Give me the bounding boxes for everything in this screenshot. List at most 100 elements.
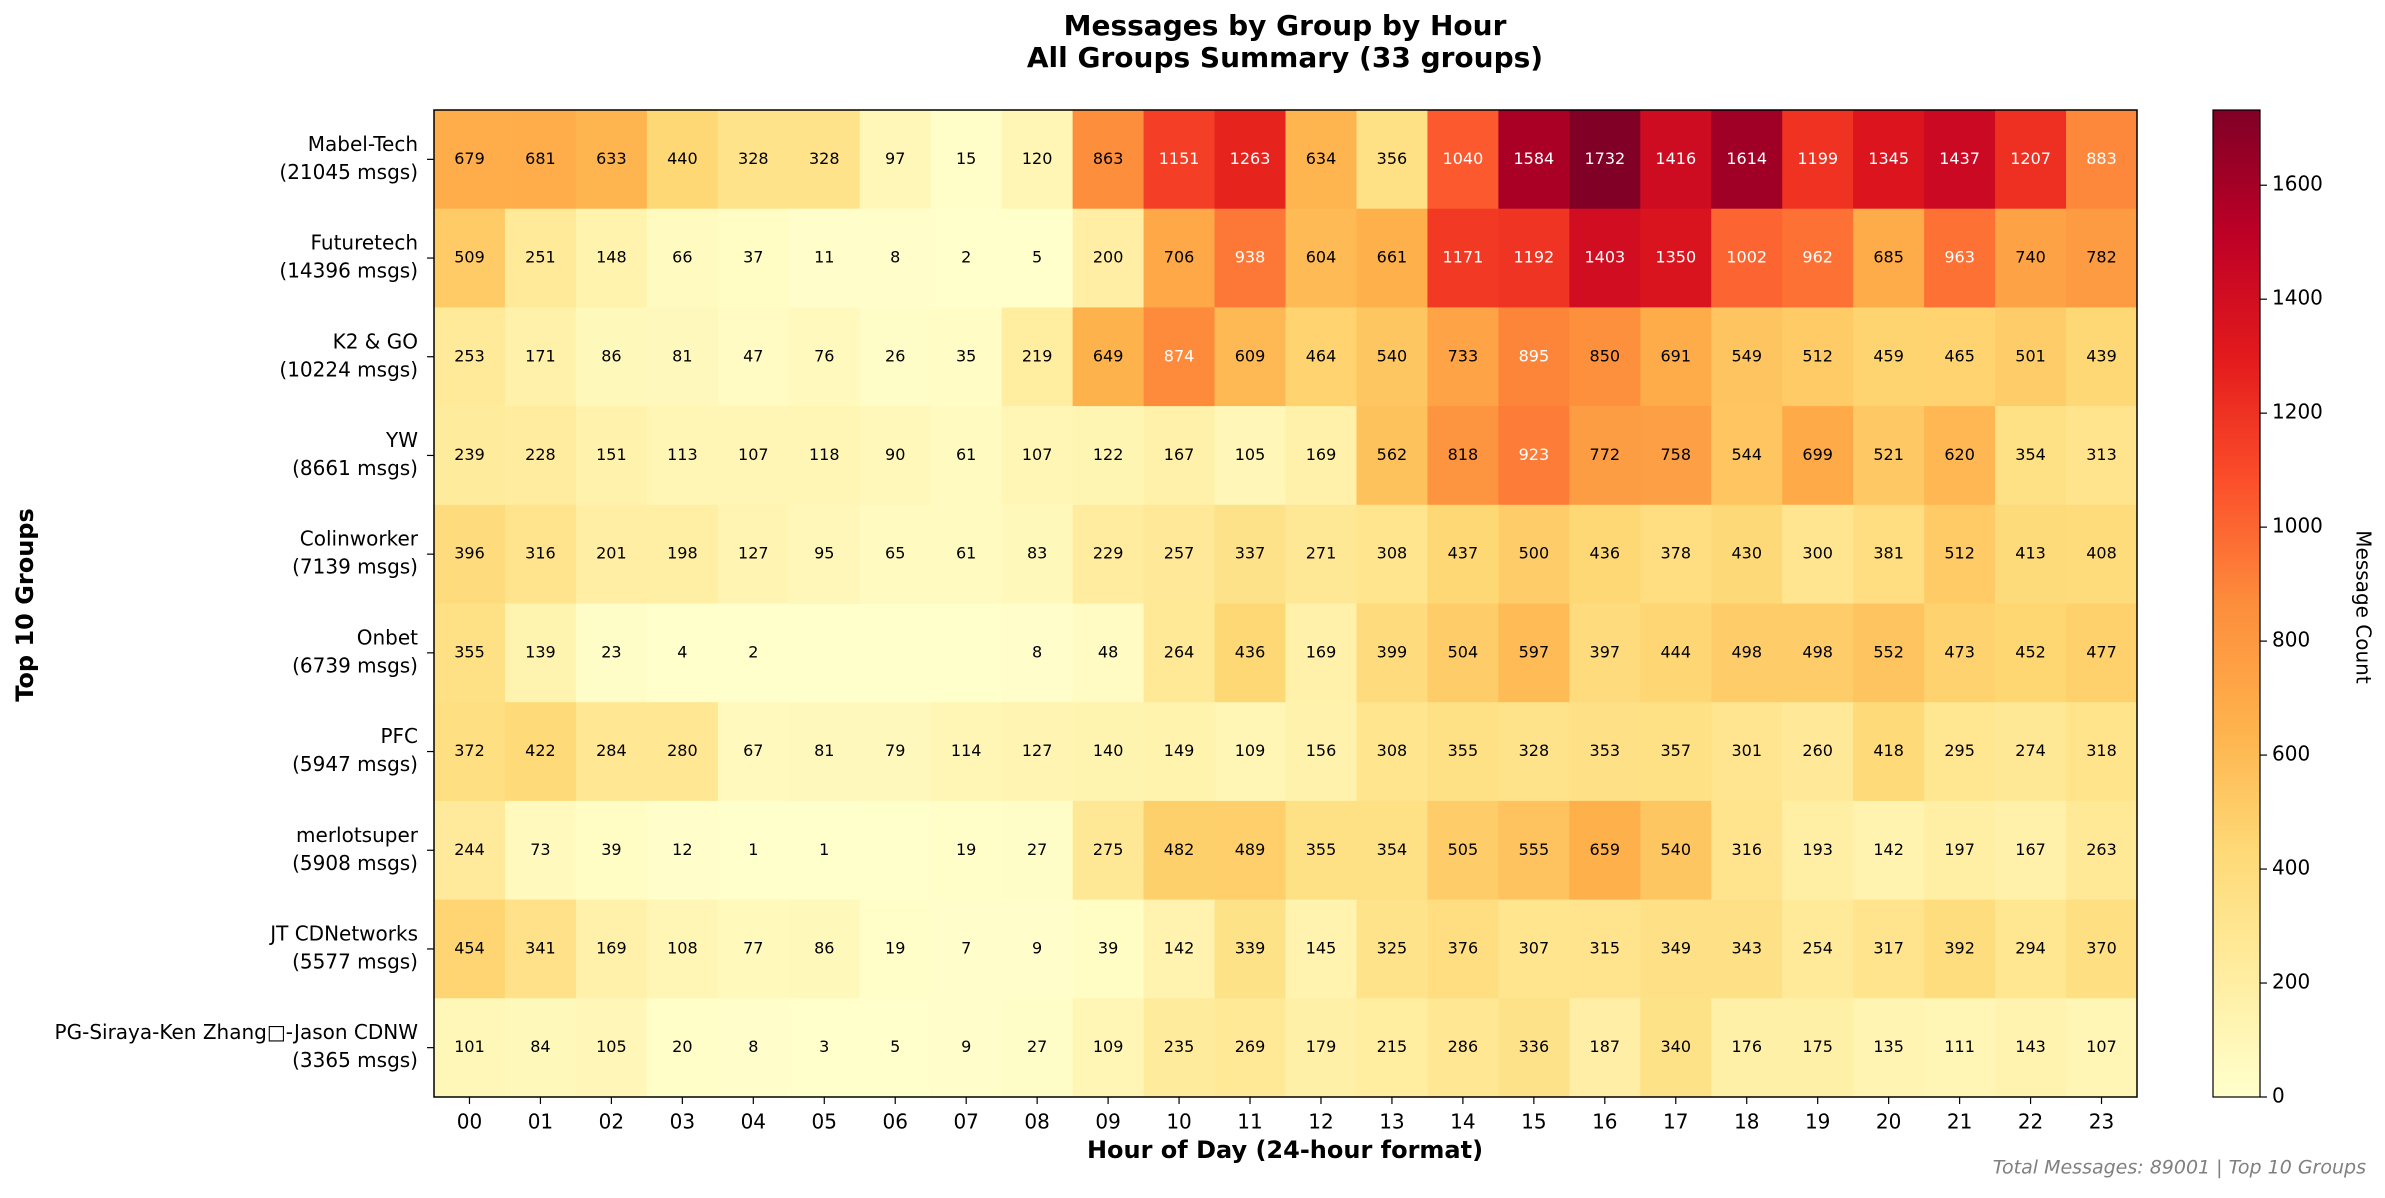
heat-cell [717,603,790,703]
cell-label: 67 [743,741,763,760]
cell-label: 512 [1802,346,1833,365]
cell-label: 1345 [1868,149,1909,168]
heat-cell [575,800,648,901]
heat-cell [1711,504,1783,604]
heat-cell [859,406,932,506]
heat-cell [1143,307,1216,407]
x-axis-label: Hour of Day (24-hour format) [1087,1136,1483,1164]
cell-label: 301 [1731,741,1762,760]
heat-cell [1853,998,1925,1098]
heat-cell [646,208,719,308]
x-tick-label: 08 [1024,1110,1049,1134]
cell-label: 97 [885,149,905,168]
cell-label: 8 [890,248,900,267]
heat-cell [1640,307,1712,407]
heat-cell [1001,307,1074,407]
cell-label: 105 [1235,445,1266,464]
y-tick-label: K2 & GO [333,329,418,353]
heat-cell [504,307,577,407]
cell-label: 1732 [1584,149,1625,168]
heat-cell [1072,208,1145,308]
heat-cell [1356,208,1428,308]
heat-cell [1072,899,1145,999]
cell-label: 465 [1944,346,1975,365]
heat-cell [717,406,790,506]
cell-label: 27 [1027,1037,1047,1056]
heat-cell [1427,899,1499,999]
y-tick-label: Colinworker [300,527,419,551]
heat-cell [504,800,577,901]
heat-cell [1782,899,1854,999]
heat-cell [1285,110,1357,210]
cell-label: 339 [1235,938,1266,957]
cell-label: 1207 [2010,149,2051,168]
cell-label: 597 [1519,642,1550,661]
cell-label: 540 [1377,346,1408,365]
cell-label: 1403 [1584,248,1625,267]
cell-label: 8 [748,1037,758,1056]
cell-label: 84 [530,1037,550,1056]
heat-cell [1995,504,2067,604]
cell-label: 355 [454,642,485,661]
cell-label: 340 [1660,1037,1691,1056]
cell-label: 244 [454,840,485,859]
cell-label: 489 [1235,840,1266,859]
heat-cell [1498,603,1570,703]
x-tick-label: 12 [1308,1110,1333,1134]
cell-label: 229 [1093,544,1124,563]
cell-label: 549 [1731,346,1762,365]
heat-cell [1711,307,1783,407]
heat-cell [1995,998,2067,1098]
cell-label: 142 [1164,938,1195,957]
plot-frame [433,109,2138,1098]
cell-label: 337 [1235,544,1266,563]
cell-label: 171 [525,346,556,365]
heat-cell [1498,998,1570,1098]
cell-label: 341 [525,938,556,957]
x-tick-label: 11 [1237,1110,1262,1134]
y-tick-label: Onbet [357,625,418,649]
cell-label: 313 [2086,445,2117,464]
cell-label: 179 [1306,1037,1337,1056]
heat-cell [575,110,648,210]
cell-label: 477 [2086,642,2117,661]
heat-cell [1569,998,1641,1098]
heat-cell [2066,800,2138,901]
cell-label: 47 [743,346,763,365]
cell-label: 649 [1093,346,1124,365]
heat-cell [930,307,1003,407]
heat-cell [1072,307,1145,407]
heat-cell [1640,800,1712,901]
cell-label: 118 [809,445,840,464]
heat-cell [859,110,932,210]
heat-cell [646,702,719,802]
cell-label: 215 [1377,1037,1408,1056]
cell-label: 149 [1164,741,1195,760]
cell-label: 349 [1660,938,1691,957]
heat-cell [1640,899,1712,999]
heat-cell [1285,307,1357,407]
cell-label: 661 [1377,248,1408,267]
cell-label: 552 [1873,642,1904,661]
x-tick-label: 02 [599,1110,624,1134]
y-tick-label: (6739 msgs) [292,653,418,677]
heat-cell [1853,504,1925,604]
heat-cell [575,504,648,604]
y-axis-label: Top 10 Groups [11,508,39,702]
heat-cell [1072,406,1145,506]
heat-cell [646,406,719,506]
heat-cell [504,504,577,604]
cell-label: 354 [1377,840,1408,859]
heat-cell [859,504,932,604]
cell-label: 193 [1802,840,1833,859]
heat-cell [575,406,648,506]
cell-label: 659 [1590,840,1621,859]
heat-cell [1711,406,1783,506]
heat-cell [434,208,506,308]
cell-label: 271 [1306,544,1337,563]
heat-cell [1001,504,1074,604]
heat-cell [788,702,861,802]
cell-label: 151 [596,445,627,464]
heat-cell [1356,603,1428,703]
y-tick-label: (5908 msgs) [292,851,418,875]
